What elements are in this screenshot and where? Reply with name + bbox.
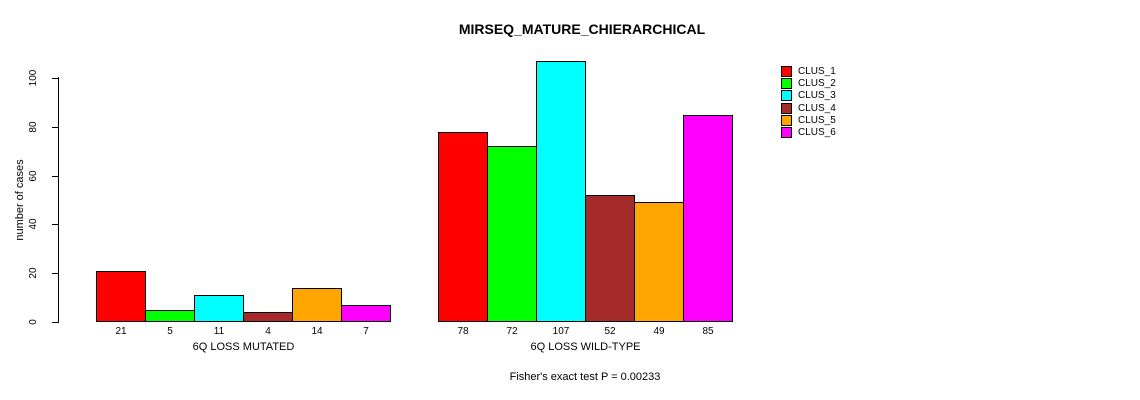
legend-label: CLUS_5 (798, 115, 836, 126)
legend-swatch-icon (781, 127, 792, 138)
legend-label: CLUS_3 (798, 90, 836, 101)
legend-item-clus_2: CLUS_2 (781, 78, 836, 89)
legend: CLUS_1 CLUS_2 CLUS_3 CLUS_4 CLUS_5 CLUS_6 (781, 66, 891, 146)
legend-swatch-icon (781, 66, 792, 77)
y-tick-mark (52, 127, 58, 128)
bar-clus_6-group1 (341, 305, 391, 322)
bar-value-label: 85 (702, 326, 714, 337)
y-tick-label: 40 (28, 218, 39, 230)
bar-clus_3-group1 (194, 295, 244, 322)
y-tick-mark (52, 322, 58, 323)
bar-value-label: 78 (457, 326, 469, 337)
bar-value-label: 72 (506, 326, 518, 337)
chart-title: MIRSEQ_MATURE_CHIERARCHICAL (458, 21, 706, 37)
bar-value-label: 52 (604, 326, 616, 337)
bar-clus_4-group2 (585, 195, 635, 322)
bar-value-label: 21 (115, 326, 127, 337)
y-tick-mark (52, 78, 58, 79)
group-label-2: 6Q LOSS WILD-TYPE (530, 341, 641, 353)
bar-clus_2-group1 (145, 310, 195, 322)
legend-label: CLUS_6 (798, 127, 836, 138)
y-tick-label: 100 (28, 69, 39, 87)
legend-swatch-icon (781, 103, 792, 114)
legend-item-clus_6: CLUS_6 (781, 127, 836, 138)
bar-clus_3-group2 (536, 61, 586, 322)
y-tick-label: 60 (28, 170, 39, 182)
y-tick-label: 20 (28, 267, 39, 279)
y-tick-label: 80 (28, 121, 39, 133)
bar-clus_1-group1 (96, 271, 146, 322)
bar-value-label: 7 (363, 326, 369, 337)
bar-value-label: 4 (265, 326, 271, 337)
legend-swatch-icon (781, 78, 792, 89)
bar-clus_5-group2 (634, 202, 684, 322)
bar-value-label: 107 (552, 326, 570, 337)
y-axis (58, 77, 59, 323)
y-tick-mark (52, 224, 58, 225)
y-axis-label: number of cases (14, 159, 26, 241)
group-label-1: 6Q LOSS MUTATED (192, 341, 295, 353)
legend-item-clus_3: CLUS_3 (781, 90, 836, 101)
footnote: Fisher's exact test P = 0.00233 (509, 371, 661, 383)
bar-value-label: 5 (167, 326, 173, 337)
legend-swatch-icon (781, 115, 792, 126)
legend-item-clus_4: CLUS_4 (781, 103, 836, 114)
legend-label: CLUS_2 (798, 78, 836, 89)
bar-clus_6-group2 (683, 115, 733, 322)
bar-clus_1-group2 (438, 132, 488, 322)
legend-swatch-icon (781, 90, 792, 101)
bar-clus_2-group2 (487, 146, 537, 322)
legend-label: CLUS_1 (798, 66, 836, 77)
bar-clus_5-group1 (292, 288, 342, 322)
legend-label: CLUS_4 (798, 103, 836, 114)
y-tick-mark (52, 176, 58, 177)
bar-value-label: 14 (311, 326, 323, 337)
legend-item-clus_5: CLUS_5 (781, 115, 836, 126)
y-tick-mark (52, 273, 58, 274)
bar-value-label: 11 (213, 326, 225, 337)
y-tick-label: 0 (28, 319, 39, 325)
bar-clus_4-group1 (243, 312, 293, 322)
bar-value-label: 49 (653, 326, 665, 337)
legend-item-clus_1: CLUS_1 (781, 66, 836, 77)
